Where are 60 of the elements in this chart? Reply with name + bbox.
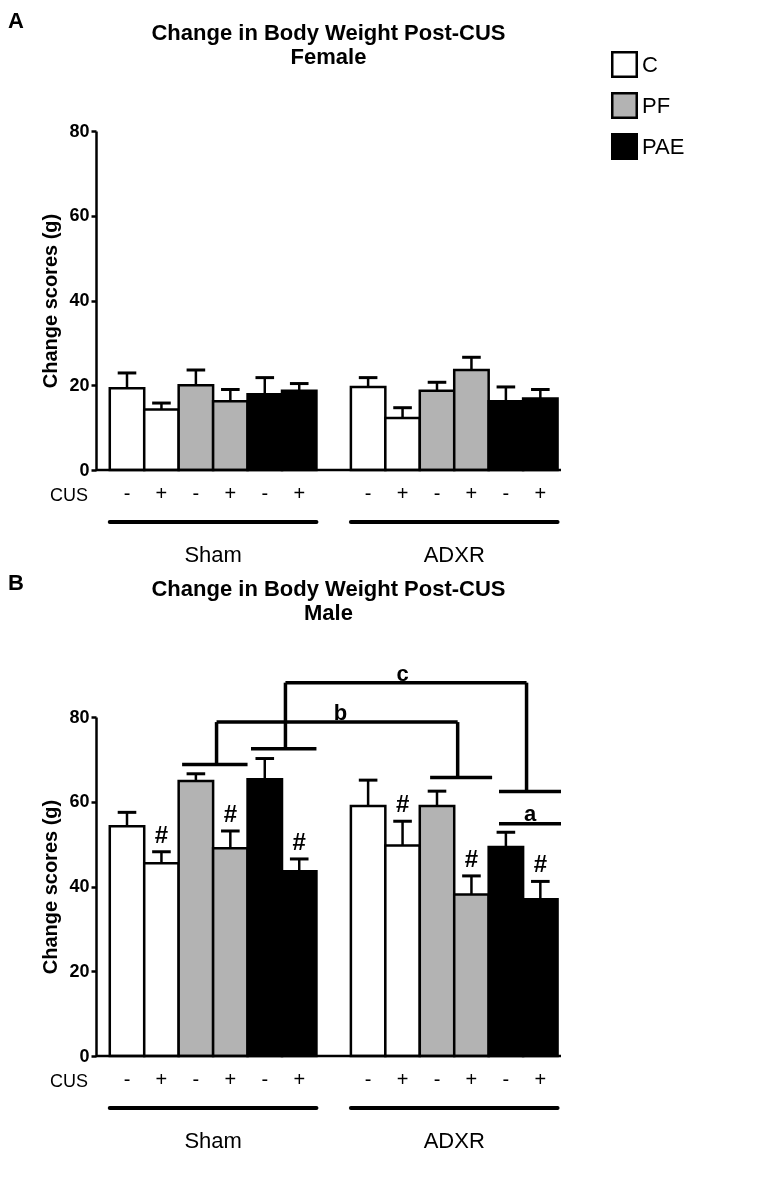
x-axis-title: CUS bbox=[49, 1071, 88, 1091]
chart-subtitle: Male bbox=[304, 600, 353, 625]
x-tick-label: - bbox=[261, 482, 269, 504]
x-tick-label: + bbox=[465, 1068, 478, 1090]
y-tick-label: 0 bbox=[79, 459, 90, 480]
x-tick-label: - bbox=[502, 1068, 510, 1090]
x-tick-label: + bbox=[224, 1068, 237, 1090]
annotation: a bbox=[523, 800, 537, 826]
y-tick-label: 20 bbox=[69, 374, 90, 395]
x-tick-label: + bbox=[155, 482, 168, 504]
data-label: # bbox=[533, 850, 548, 878]
x-tick-label: + bbox=[293, 1068, 306, 1090]
text: B bbox=[8, 570, 24, 595]
data-label: # bbox=[223, 799, 238, 827]
y-tick-label: 80 bbox=[69, 120, 90, 141]
legend-label: PAE bbox=[642, 133, 685, 159]
data-label: # bbox=[292, 827, 306, 855]
x-tick-label: + bbox=[534, 482, 547, 504]
text: c bbox=[396, 660, 409, 686]
text: ADXR bbox=[423, 1128, 485, 1153]
x-tick-label: - bbox=[123, 1068, 131, 1090]
annotation: b bbox=[333, 699, 348, 725]
text: A bbox=[8, 8, 24, 33]
legend-label: C bbox=[642, 51, 658, 77]
chart-title: Change in Body Weight Post-CUS bbox=[151, 576, 506, 601]
x-tick-label: - bbox=[433, 482, 441, 504]
chart-subtitle: Female bbox=[290, 44, 367, 69]
y-tick-label: 80 bbox=[69, 706, 90, 727]
x-tick-label: - bbox=[502, 482, 510, 504]
x-tick-label: - bbox=[261, 1068, 269, 1090]
y-tick-label: 40 bbox=[69, 876, 90, 896]
text: Sham bbox=[184, 1128, 242, 1153]
y-axis-title: Change scores (g) bbox=[39, 799, 62, 975]
data-label: # bbox=[464, 844, 479, 872]
y-tick-label: 60 bbox=[69, 791, 90, 812]
x-tick-label: + bbox=[465, 482, 478, 504]
y-axis-title: Change scores (g) bbox=[39, 213, 62, 389]
x-tick-label: - bbox=[364, 482, 372, 504]
y-tick-label: 20 bbox=[69, 960, 90, 981]
x-axis-title: CUS bbox=[49, 485, 88, 505]
x-tick-label: - bbox=[123, 482, 131, 504]
legend-label: PF bbox=[642, 92, 671, 118]
x-tick-label: + bbox=[155, 1068, 168, 1090]
x-tick-label: - bbox=[192, 1068, 200, 1090]
x-tick-label: + bbox=[396, 482, 409, 504]
x-tick-label: - bbox=[192, 482, 200, 504]
text: Sham bbox=[184, 542, 242, 567]
data-label: # bbox=[154, 820, 169, 848]
y-tick-label: 40 bbox=[69, 290, 90, 310]
x-tick-label: - bbox=[433, 1068, 441, 1090]
y-tick-label: 60 bbox=[69, 205, 90, 226]
text: ADXR bbox=[423, 542, 485, 567]
chart-title: Change in Body Weight Post-CUS bbox=[151, 20, 506, 45]
x-tick-label: + bbox=[293, 482, 306, 504]
x-tick-label: + bbox=[396, 1068, 409, 1090]
x-tick-label: - bbox=[364, 1068, 372, 1090]
y-tick-label: 0 bbox=[79, 1045, 90, 1066]
x-tick-label: + bbox=[224, 482, 237, 504]
data-label: # bbox=[395, 790, 410, 818]
x-tick-label: + bbox=[534, 1068, 547, 1090]
